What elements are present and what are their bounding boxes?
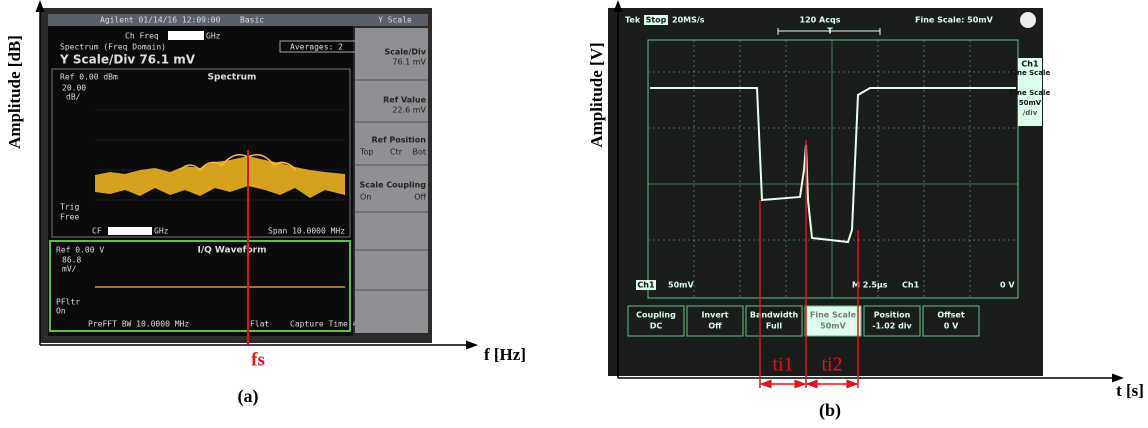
menu-text: Ctr bbox=[390, 148, 403, 157]
menu-text: Off bbox=[414, 193, 426, 202]
panel-b: Tek Stop 20MS/s 120 Acqs Fine Scale: 50m… bbox=[587, 6, 1144, 421]
screen-text: Y Scale bbox=[378, 16, 412, 25]
screen-text: /div bbox=[1023, 109, 1038, 117]
screen-text: Tek bbox=[625, 16, 641, 25]
screen-text: 50mV bbox=[1019, 99, 1042, 107]
screen-text: Ch1 bbox=[1021, 60, 1039, 69]
fs-label: fs bbox=[251, 349, 265, 370]
screen-text: 50mV bbox=[668, 281, 694, 290]
button-text: Coupling bbox=[636, 311, 676, 320]
screen-text: Ch1 bbox=[637, 281, 655, 290]
screen-text: Ref 0.00 dBm bbox=[60, 73, 118, 82]
screen-text: GHz bbox=[206, 32, 221, 41]
screen-text: Ch1 bbox=[902, 281, 920, 290]
screen-text: 20.00 bbox=[62, 84, 86, 93]
menu-text: 22.6 mV bbox=[392, 106, 426, 115]
ti2-label: ti2 bbox=[821, 354, 842, 376]
screen-text: Span 10.0000 MHz bbox=[268, 227, 345, 236]
menu-text: Scale Coupling bbox=[359, 181, 426, 190]
ti1-label: ti1 bbox=[772, 354, 793, 376]
figure: Agilent 01/14/16 12:09:00 Basic Y Scale … bbox=[0, 0, 1148, 428]
status-icon bbox=[1020, 12, 1036, 28]
screen-text: Spectrum (Freq Domain) bbox=[60, 43, 166, 52]
panel-a: Agilent 01/14/16 12:09:00 Basic Y Scale … bbox=[5, 6, 526, 407]
screen-text: Agilent 01/14/16 12:09:00 bbox=[100, 16, 221, 25]
screen-text: 86.8 bbox=[62, 256, 81, 265]
button-text: DC bbox=[650, 322, 663, 331]
screen-text: PFltr bbox=[56, 298, 80, 307]
button-text: 50mV bbox=[820, 322, 846, 331]
screen-text: Free bbox=[60, 213, 79, 222]
screen-text: On bbox=[56, 307, 66, 316]
screen-text: Spectrum bbox=[208, 73, 257, 83]
screen-text: 0 V bbox=[1000, 281, 1015, 290]
screen-text: dB/ bbox=[66, 93, 81, 102]
screen-text: 20MS/s bbox=[672, 16, 705, 25]
screen-text: Fine Scale: 50mV bbox=[915, 16, 994, 25]
y-axis-label: Amplitude [dB] bbox=[5, 35, 24, 149]
screen-text: Ch Freq bbox=[125, 32, 159, 41]
menu-text: Ref Position bbox=[372, 136, 427, 145]
menu-text: Top bbox=[359, 148, 374, 157]
menu-text: Ref Value bbox=[383, 96, 426, 105]
screen-text: Averages: 2 bbox=[290, 43, 343, 52]
button-text: Fine Scale bbox=[810, 311, 857, 320]
button-text: 0 V bbox=[944, 322, 959, 331]
screen-text: Ref 0.00 V bbox=[56, 246, 104, 255]
menu-text: On bbox=[360, 193, 371, 202]
screen-text: Basic bbox=[240, 16, 264, 25]
button-text: Full bbox=[766, 322, 783, 331]
screen-text: Flat bbox=[250, 320, 269, 329]
redaction bbox=[168, 31, 204, 40]
y-axis-label: Amplitude [V] bbox=[587, 42, 606, 147]
page: {"panel_a": { "y_label": "Amplitude [dB]… bbox=[0, 0, 1148, 428]
screen-text: GHz bbox=[154, 227, 169, 236]
button-text: Offset bbox=[937, 311, 964, 320]
x-axis-label: t [s] bbox=[1116, 381, 1144, 400]
screen-text: 120 Acqs bbox=[800, 16, 841, 25]
screen-text: I/Q Waveform bbox=[198, 246, 267, 256]
redaction bbox=[108, 227, 152, 235]
x-axis-label: f [Hz] bbox=[484, 345, 526, 364]
screen-text: CF bbox=[92, 227, 102, 236]
button-text: Invert bbox=[701, 311, 728, 320]
caption: (a) bbox=[238, 386, 259, 407]
button-text: -1.02 div bbox=[872, 322, 912, 331]
screen-text: Fine Scale bbox=[1010, 89, 1051, 97]
screen-text: Fine Scale bbox=[1010, 69, 1051, 77]
menu-text: 76.1 mV bbox=[392, 58, 426, 67]
menu-text: Scale/Div bbox=[384, 48, 426, 57]
button-text: Bandwidth bbox=[750, 311, 799, 320]
screen-text: PreFFT BW 10.0000 MHz bbox=[88, 320, 189, 329]
menu-text: Bot bbox=[412, 148, 426, 157]
button-text: Position bbox=[874, 311, 911, 320]
screen-text: Stop bbox=[646, 16, 667, 25]
screen-text: Trig bbox=[60, 203, 79, 212]
screen-text: Y Scale/Div 76.1 mV bbox=[59, 53, 196, 67]
screen-text: mV/ bbox=[62, 265, 77, 274]
button-text: Off bbox=[708, 322, 722, 331]
caption: (b) bbox=[819, 400, 841, 421]
